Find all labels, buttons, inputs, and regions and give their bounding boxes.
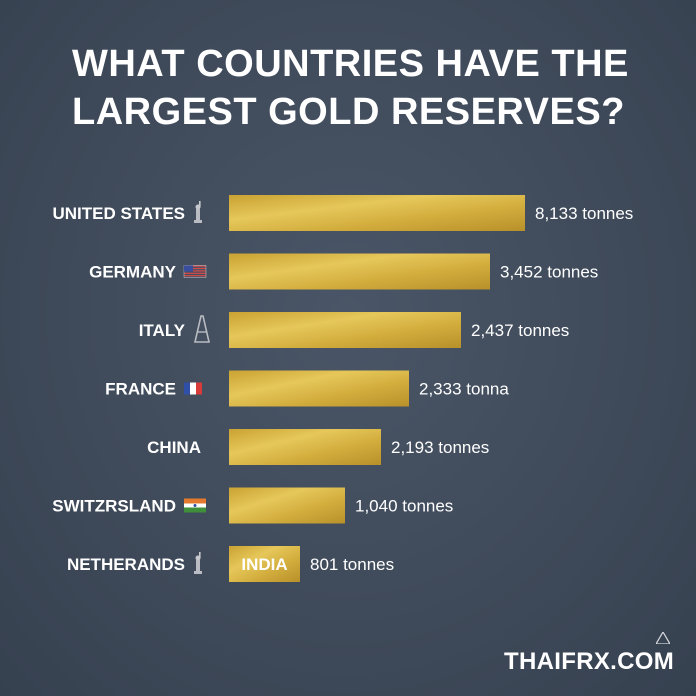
category-label: UNITED STATES <box>52 204 185 223</box>
bar <box>229 429 381 465</box>
value-label: 2,437 tonnes <box>471 321 569 340</box>
category-label: NETHERANDS <box>67 555 185 574</box>
bar <box>229 487 345 524</box>
bar-row: UNITED STATES 8,133 tonnes <box>52 195 633 231</box>
eiffel-tower-icon <box>193 315 211 343</box>
value-label: 2,333 tonna <box>419 380 509 399</box>
india-flag-icon <box>184 498 206 513</box>
category-label: FRANCE <box>105 380 176 399</box>
category-label: GERMANY <box>89 263 177 282</box>
us-flag-icon <box>183 265 207 278</box>
value-label: 8,133 tonnes <box>535 204 633 223</box>
bar-inner-label: INDIA <box>241 555 287 574</box>
value-label: 801 tonnes <box>310 555 394 574</box>
bar-row: ITALY 2,437 tonnes <box>139 312 569 348</box>
bar <box>229 195 525 231</box>
statue-of-liberty-icon <box>194 201 202 223</box>
value-label: 1,040 tonnes <box>355 497 453 516</box>
title-line-2: LARGEST GOLD RESERVES? <box>72 91 625 133</box>
bar-row: FRANCE 2,333 tonna <box>105 370 509 407</box>
bar-row: NETHERANDS INDIA 801 tonnes <box>67 546 394 582</box>
category-label: SWITZRSLAND <box>52 497 176 516</box>
watermark-mark-icon <box>656 632 670 644</box>
category-label: ITALY <box>139 321 186 340</box>
bar-row: CHINA 2,193 tonnes <box>147 429 489 465</box>
bar-row: SWITZRSLAND 1,040 tonnes <box>52 487 453 524</box>
title-line-1: WHAT COUNTRIES HAVE THE <box>72 43 629 85</box>
bar <box>229 370 409 407</box>
france-flag-icon <box>184 382 202 395</box>
category-label: CHINA <box>147 438 201 457</box>
bar-row: GERMANY 3,452 tonnes <box>89 253 598 290</box>
bar <box>229 546 300 582</box>
watermark: THAIFRX.COM <box>504 648 674 675</box>
bar <box>229 253 490 290</box>
bar <box>229 312 461 348</box>
chart-title: WHAT COUNTRIES HAVE THE LARGEST GOLD RES… <box>72 40 672 136</box>
value-label: 2,193 tonnes <box>391 438 489 457</box>
monument-icon <box>194 552 202 574</box>
value-label: 3,452 tonnes <box>500 263 598 282</box>
